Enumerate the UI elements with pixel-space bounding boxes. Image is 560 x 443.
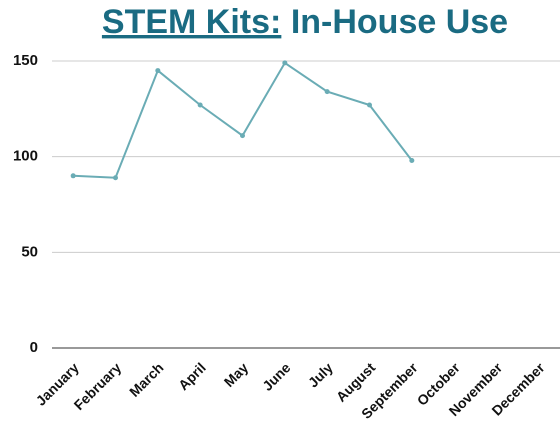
- y-tick-label: 100: [13, 148, 38, 165]
- point: [282, 60, 288, 66]
- point: [155, 68, 161, 74]
- x-tick-label: February: [71, 359, 125, 413]
- x-tick-label: April: [175, 359, 209, 393]
- x-tick-label: June: [259, 359, 294, 394]
- x-tick-label: July: [305, 359, 336, 390]
- line: [73, 61, 413, 179]
- point: [197, 102, 203, 108]
- x-tick-label: May: [221, 359, 252, 390]
- title-part: In-House Use: [291, 3, 508, 41]
- point: [113, 175, 118, 181]
- y-tick-label: 150: [13, 52, 38, 69]
- point: [240, 133, 245, 139]
- y-tick-label: 50: [21, 243, 38, 260]
- x-tick-label: March: [126, 359, 166, 399]
- y-tick-label: 0: [30, 339, 38, 356]
- title-part: STEM Kits:: [102, 3, 281, 41]
- point: [409, 157, 415, 163]
- point: [367, 102, 372, 108]
- point: [70, 173, 76, 179]
- point: [324, 89, 330, 95]
- chart-title: STEM Kits: In-House Use: [102, 3, 508, 41]
